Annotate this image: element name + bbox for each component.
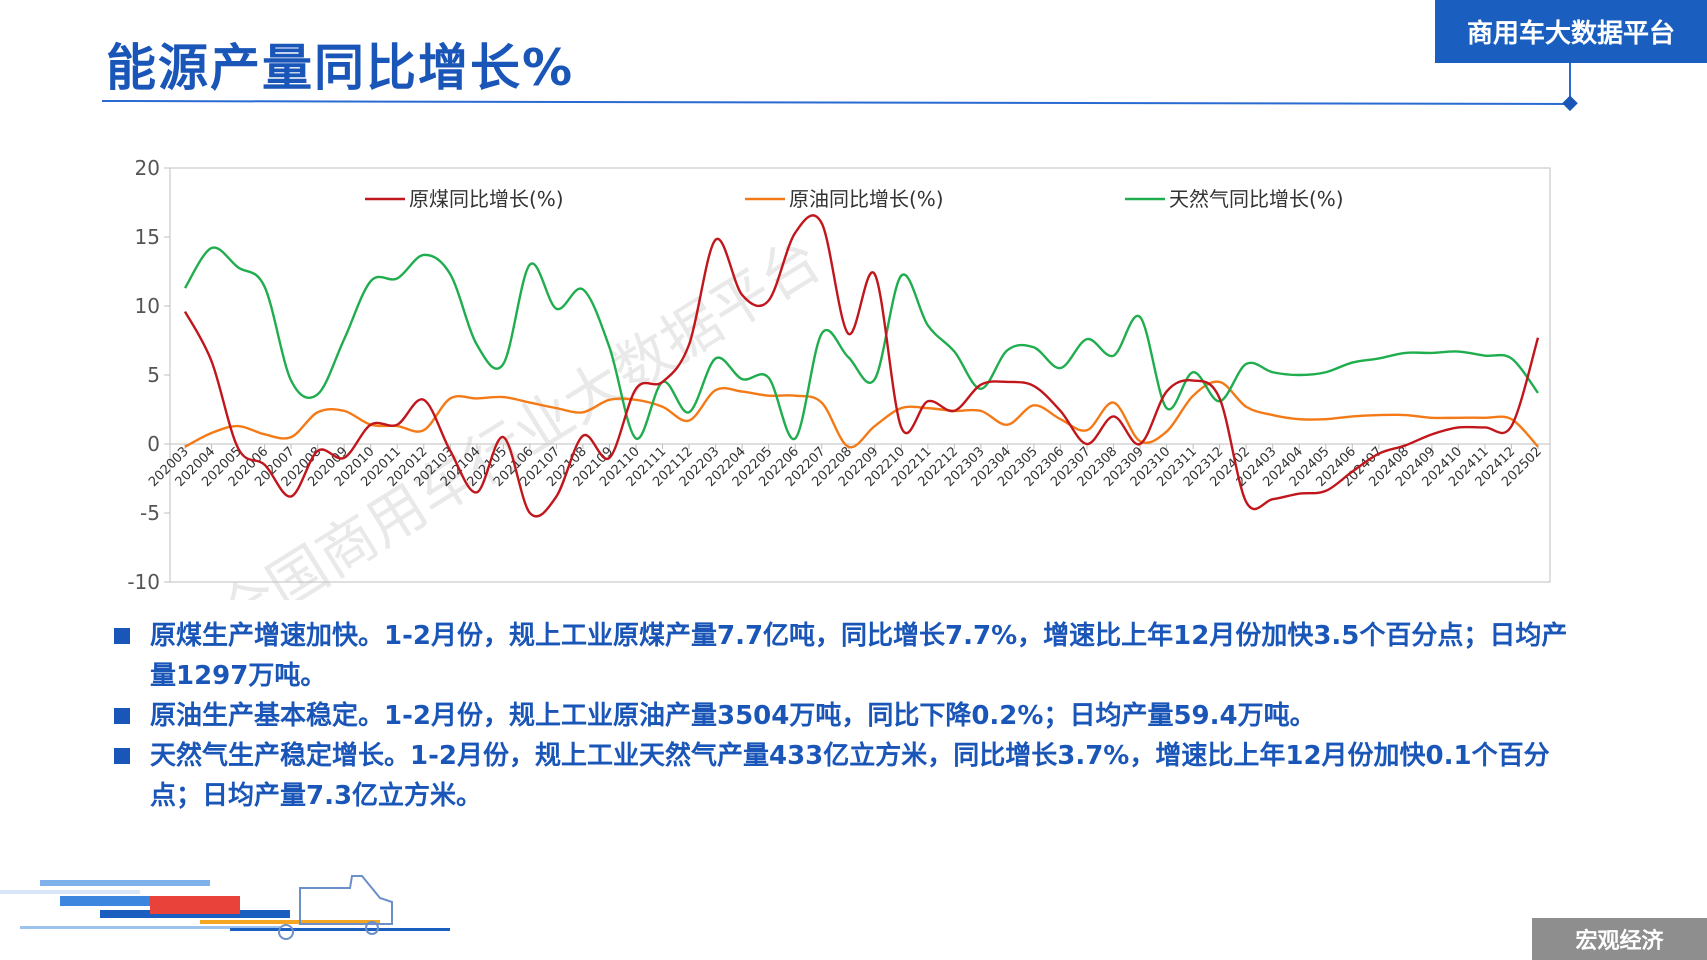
bullet-square-icon xyxy=(114,748,130,764)
watermark: 全国商用车行业大数据平台 xyxy=(206,225,832,600)
section-tag: 宏观经济 xyxy=(1532,918,1707,960)
bullet-square-icon xyxy=(114,708,130,724)
legend: 原煤同比增长(%) 原油同比增长(%) 天然气同比增长(%) xyxy=(365,187,1344,211)
watermark-text: 全国商用车行业大数据平台 xyxy=(206,225,832,600)
y-tick-label: 0 xyxy=(147,432,160,456)
legend-label: 原油同比增长(%) xyxy=(789,187,944,211)
brand-badge: 商用车大数据平台 xyxy=(1435,0,1707,63)
y-tick-label: 10 xyxy=(135,294,160,318)
bullet-coal: 原煤生产增速加快。1-2月份，规上工业原煤产量7.7亿吨，同比增长7.7%，增速… xyxy=(112,616,1572,696)
y-axis: -10 -5 0 5 10 15 20 xyxy=(127,156,170,594)
legend-label: 原煤同比增长(%) xyxy=(409,187,564,211)
truck-decoration xyxy=(0,875,450,940)
legend-label: 天然气同比增长(%) xyxy=(1169,187,1344,211)
y-tick-label: -5 xyxy=(140,501,160,525)
header-rule xyxy=(101,63,1578,112)
series-line-1 xyxy=(184,380,1539,449)
y-tick-label: 15 xyxy=(135,225,160,249)
y-tick-label: 5 xyxy=(147,363,160,387)
bullet-oil: 原油生产基本稳定。1-2月份，规上工业原油产量3504万吨，同比下降0.2%；日… xyxy=(112,696,1572,736)
series-lines xyxy=(183,214,1540,518)
bullet-square-icon xyxy=(114,628,130,644)
series-line-2 xyxy=(183,246,1539,441)
y-tick-label: -10 xyxy=(127,570,160,594)
series-line-0 xyxy=(183,214,1540,518)
y-tick-label: 20 xyxy=(135,156,160,180)
summary-bullets: 原煤生产增速加快。1-2月份，规上工业原煤产量7.7亿吨，同比增长7.7%，增速… xyxy=(112,616,1572,816)
bullet-gas: 天然气生产稳定增长。1-2月份，规上工业天然气产量433亿立方米，同比增长3.7… xyxy=(112,736,1572,816)
page-title: 能源产量同比增长% xyxy=(106,39,575,97)
